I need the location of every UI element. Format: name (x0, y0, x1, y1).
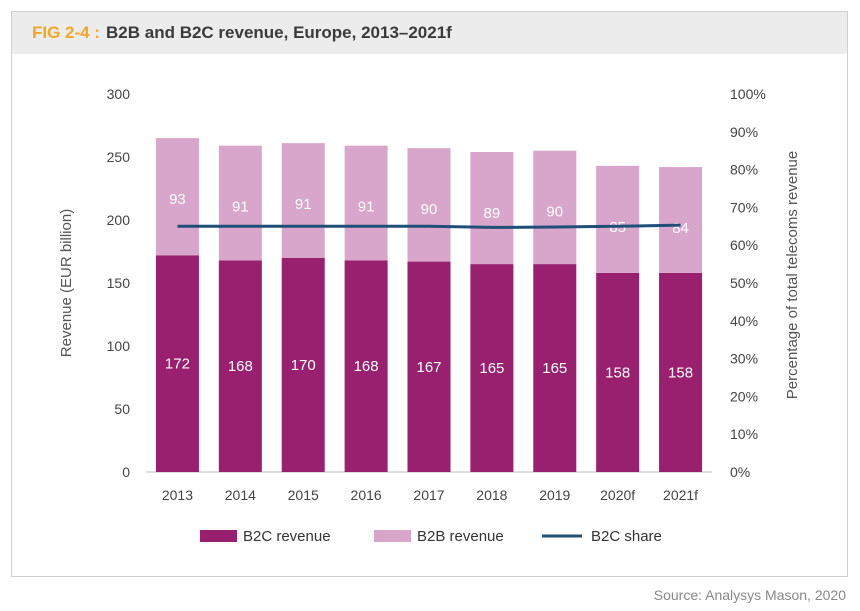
legend-label: B2B revenue (417, 528, 504, 545)
bar-b2b (533, 150, 577, 265)
right-axis: 0% 10% 20% 30% 40% 50% 60% 70% 80% 90% 100% (730, 86, 766, 480)
bar-b2c (344, 260, 388, 472)
bar-b2b (407, 148, 451, 262)
bar-label-b2c: 158 (605, 364, 630, 381)
bar-b2c (281, 257, 325, 472)
y-tick-label-right: 60% (730, 237, 758, 253)
bar-label-b2c: 172 (165, 356, 190, 373)
y-tick-label-right: 100% (730, 86, 766, 102)
y-tick-label-left: 150 (107, 275, 131, 291)
bar-b2b (281, 143, 325, 258)
y-tick-label-left: 300 (107, 86, 131, 102)
bar-b2c (659, 272, 703, 472)
y-tick-label-right: 50% (730, 275, 758, 291)
bar-label-b2c: 168 (354, 358, 379, 375)
y-tick-label-left: 100 (107, 338, 131, 354)
bar-label-b2b: 90 (421, 201, 438, 218)
bar-label-b2b: 91 (232, 199, 249, 216)
bar-label-b2c: 168 (228, 358, 253, 375)
y-tick-label-right: 70% (730, 199, 758, 215)
b2c-share-line (177, 223, 681, 229)
legend: B2C revenue B2B revenue B2C share (200, 528, 662, 545)
y-tick-label-left: 250 (107, 149, 131, 165)
legend-swatch (200, 530, 237, 542)
bar-label-b2b: 90 (546, 204, 563, 221)
y-tick-label-right: 80% (730, 162, 758, 178)
x-tick-label: 2016 (351, 487, 382, 503)
bar-b2c (470, 264, 514, 472)
figure-title: B2B and B2C revenue, Europe, 2013–2021f (106, 23, 452, 42)
bar-label-b2c: 170 (291, 357, 316, 374)
y-tick-label-right: 20% (730, 388, 758, 404)
bar-b2b (155, 138, 199, 256)
bar-label-b2b: 93 (169, 191, 186, 208)
bar-label-b2c: 167 (416, 359, 441, 376)
bar-label-b2c: 165 (479, 360, 504, 377)
source-note: Source: Analysys Mason, 2020 (653, 587, 846, 603)
bar-b2c (155, 255, 199, 472)
bar-label-b2b: 91 (295, 196, 312, 213)
y-tick-label-right: 40% (730, 313, 758, 329)
legend-swatch (374, 530, 411, 542)
legend-label: B2C revenue (243, 528, 331, 545)
figure-title-bar: FIG 2-4 : B2B and B2C revenue, Europe, 2… (12, 12, 847, 54)
bar-label-b2c: 158 (668, 364, 693, 381)
bar-label-b2b: 91 (358, 199, 375, 216)
y-tick-label-left: 0 (122, 464, 130, 480)
bar-b2b (470, 151, 514, 265)
x-tick-label: 2019 (539, 487, 570, 503)
x-tick-label: 2015 (288, 487, 319, 503)
y-tick-label-right: 90% (730, 124, 758, 140)
y-tick-label-right: 10% (730, 426, 758, 442)
y-axis-title-right: Percentage of total telecoms revenue (784, 151, 801, 399)
bar-b2c (407, 261, 451, 472)
x-tick-label: 2014 (225, 487, 256, 503)
bar-b2b (218, 145, 262, 261)
bar-b2b (596, 165, 640, 273)
legend-label: B2C share (591, 528, 662, 545)
bar-label-b2b: 89 (484, 205, 501, 222)
bars-group: 1729316891170911689116790165891659015885… (155, 138, 703, 472)
bar-b2b (344, 145, 388, 261)
x-tick-label: 2013 (162, 487, 193, 503)
left-axis: 0 50 100 150 200 250 300 (107, 86, 131, 480)
bar-label-b2c: 165 (542, 360, 567, 377)
y-tick-label-left: 50 (114, 401, 130, 417)
x-tick-label: 2021f (663, 487, 698, 503)
bar-b2b (659, 167, 703, 273)
bar-b2c (596, 272, 640, 472)
bar-b2c (533, 264, 577, 472)
x-tick-label: 2020f (600, 487, 635, 503)
y-tick-label-left: 200 (107, 212, 131, 228)
y-tick-label-right: 0% (730, 464, 750, 480)
x-tick-label: 2017 (413, 487, 444, 503)
share-line-group (177, 223, 681, 229)
figure-frame: FIG 2-4 : B2B and B2C revenue, Europe, 2… (11, 11, 848, 577)
bar-b2c (218, 260, 262, 472)
figure-label: FIG 2-4 : (32, 23, 101, 42)
bar-label-b2b: 84 (672, 220, 689, 237)
y-axis-title-left: Revenue (EUR billion) (58, 209, 75, 357)
y-tick-label-right: 30% (730, 351, 758, 367)
x-axis: 2013 2014 2015 2016 2017 2018 2019 2020f 2021f (162, 487, 698, 503)
x-tick-label: 2018 (476, 487, 507, 503)
